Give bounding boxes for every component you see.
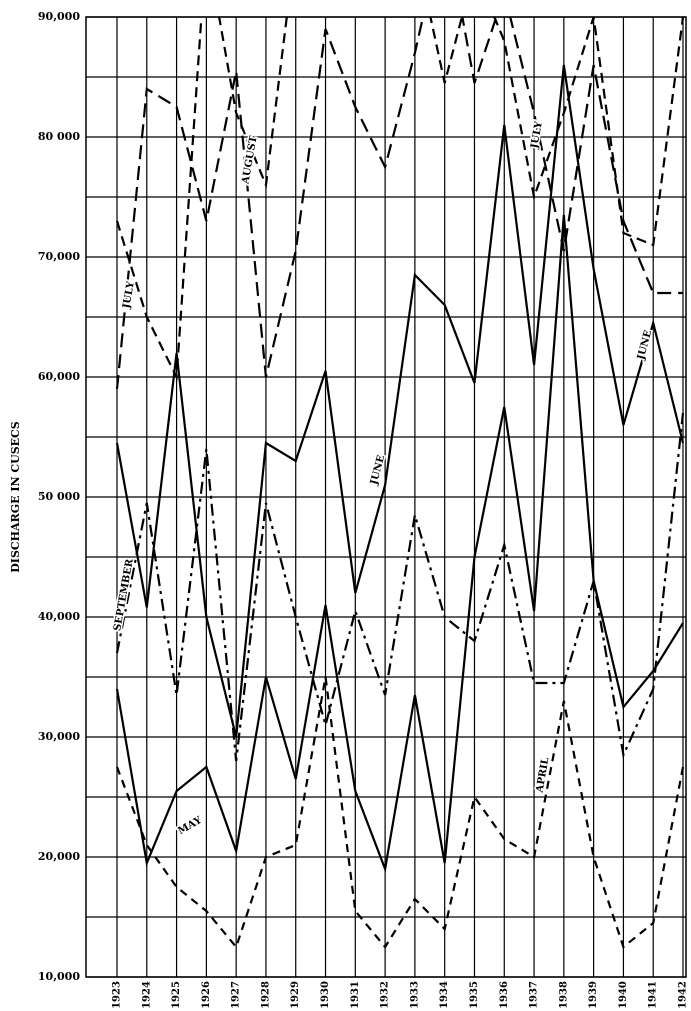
x-tick-label: 1931 <box>350 981 361 1009</box>
x-tick-label: 1936 <box>499 981 510 1009</box>
y-tick-label: 50 000 <box>38 490 80 503</box>
x-tick-label: 1937 <box>529 981 540 1009</box>
y-tick-label: 20,000 <box>38 850 80 863</box>
series-label: JUNE <box>636 329 655 362</box>
x-tick-label: 1926 <box>201 981 212 1009</box>
x-tick-label: 1932 <box>380 981 391 1009</box>
x-tick-label: 1927 <box>231 981 242 1009</box>
x-tick-label: 1939 <box>588 981 599 1009</box>
series-group <box>115 17 685 950</box>
series-line <box>115 676 685 950</box>
x-tick-label: 1924 <box>141 981 152 1009</box>
x-tick-label: 1930 <box>320 981 331 1009</box>
x-tick-label: 1940 <box>618 981 629 1009</box>
y-tick-label: 90,000 <box>38 10 80 23</box>
x-tick-label: 1923 <box>112 981 123 1009</box>
x-tick-label: 1933 <box>409 981 420 1009</box>
x-tick-label: 1925 <box>171 981 182 1009</box>
series-line <box>115 17 685 382</box>
y-tick-label: 80 000 <box>38 130 80 143</box>
y-tick-label: 40,000 <box>38 610 80 623</box>
series-line <box>115 64 685 738</box>
x-tick-label: 1941 <box>648 981 659 1009</box>
x-tick-label: 1934 <box>439 981 450 1009</box>
series-label: APRIL <box>534 757 551 795</box>
y-tick-label: 30,000 <box>38 730 80 743</box>
series-label: SEPTEMBER <box>112 557 136 631</box>
series-label: MAY <box>176 814 204 837</box>
x-tick-label: 1942 <box>678 981 689 1009</box>
series-label: JULY <box>529 120 545 150</box>
series-line <box>115 214 684 874</box>
y-tick-label: 70,000 <box>38 250 80 263</box>
y-tick-label: 60,000 <box>38 370 80 383</box>
x-tick-label: 1938 <box>558 981 569 1009</box>
x-tick-label: 1929 <box>290 981 301 1009</box>
series-line <box>115 17 683 390</box>
y-tick-label: 10,000 <box>38 970 80 983</box>
y-axis-label: DISCHARGE IN CUSECS <box>9 421 22 573</box>
x-tick-label: 1928 <box>260 981 271 1009</box>
x-tick-label: 1935 <box>469 981 480 1009</box>
series-label: JULY <box>121 280 137 310</box>
